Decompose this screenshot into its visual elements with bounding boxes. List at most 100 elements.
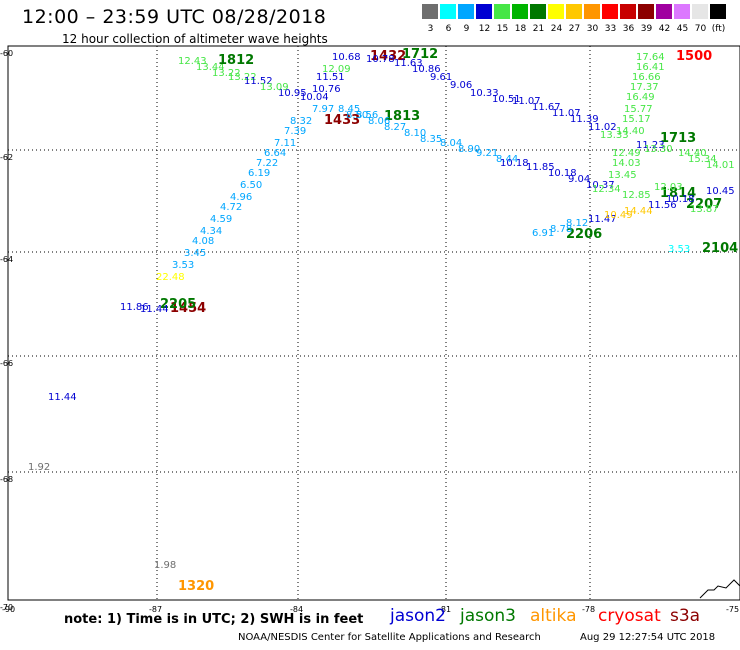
legend-label: 27 xyxy=(568,24,581,34)
wave-height-label: 15.34 xyxy=(688,154,717,165)
wave-height-label: 10.18 xyxy=(500,158,529,169)
legend-label: 9 xyxy=(463,24,470,34)
wave-height-label: 7.22 xyxy=(256,158,278,169)
legend-label: 24 xyxy=(550,24,563,34)
longitude-tick-label: -81 xyxy=(438,605,451,614)
wave-height-label: 9.61 xyxy=(430,72,452,83)
wave-height-label: 4.59 xyxy=(210,214,232,225)
wave-height-label: 10.33 xyxy=(470,88,499,99)
wave-height-label: 14.40 xyxy=(616,126,645,137)
wave-height-label: 12.09 xyxy=(322,64,351,75)
wave-height-label: 8.27 xyxy=(384,122,406,133)
wave-height-label: 14.01 xyxy=(706,160,735,171)
legend-label: 70 xyxy=(694,24,707,34)
wave-height-label: 4.96 xyxy=(230,192,252,203)
longitude-tick-label: -87 xyxy=(149,605,162,614)
latitude-tick-label: -66 xyxy=(0,359,13,368)
wave-height-label: 14.03 xyxy=(612,158,641,169)
wave-height-label: 3.53 xyxy=(172,260,194,271)
wave-height-label: 10.76 xyxy=(312,84,341,95)
wave-height-label: 2205 xyxy=(160,297,196,312)
wave-height-label: 16.41 xyxy=(636,62,665,73)
legend-swatch xyxy=(440,4,457,19)
legend-label: 3 xyxy=(427,24,434,34)
wave-height-label: 1433 xyxy=(324,113,360,128)
wave-height-label: 17.64 xyxy=(636,52,665,63)
wave-height-label: 13.22 xyxy=(212,68,241,79)
wave-height-label: 11.44 xyxy=(48,392,77,403)
wave-height-label: 11.07 xyxy=(552,108,581,119)
wave-height-label: 8.10 xyxy=(404,128,426,139)
legend-label: 6 xyxy=(445,24,452,34)
legend-label: 18 xyxy=(514,24,527,34)
wave-height-label: 13.87 xyxy=(690,204,719,215)
legend-label: 30 xyxy=(586,24,599,34)
wave-height-label: 11.02 xyxy=(588,122,617,133)
legend-swatch xyxy=(512,4,529,19)
legend-label: 33 xyxy=(604,24,617,34)
wave-height-label: 9.04 xyxy=(568,174,590,185)
legend-swatch xyxy=(674,4,691,19)
wave-height-label: 8.04 xyxy=(440,138,462,149)
longitude-tick-label: -90 xyxy=(2,605,15,614)
wave-height-label: 12.34 xyxy=(592,184,621,195)
wave-height-label: 8.56 xyxy=(356,110,378,121)
wave-height-label: 8.32 xyxy=(290,116,312,127)
wave-height-label: 1500 xyxy=(676,49,712,64)
latitude-tick-label: -68 xyxy=(0,475,13,484)
wave-height-label: 15.77 xyxy=(624,104,653,115)
footer-note: note: 1) Time is in UTC; 2) SWH is in fe… xyxy=(64,612,364,627)
wave-height-label: 1.98 xyxy=(154,560,176,571)
satellite-name: cryosat xyxy=(598,606,661,626)
legend-swatch xyxy=(656,4,673,19)
wave-height-label: 10.04 xyxy=(300,92,329,103)
legend-label: 12 xyxy=(478,24,491,34)
wave-height-label: 10.51 xyxy=(492,94,521,105)
wave-height-label: 13.44 xyxy=(196,62,225,73)
wave-height-label: 6.19 xyxy=(248,168,270,179)
wave-height-label: 11.85 xyxy=(526,162,555,173)
coastline xyxy=(699,579,740,599)
wave-height-label: 6.64 xyxy=(264,148,286,159)
wave-height-label: 11.47 xyxy=(588,214,617,225)
wave-height-label: 10.18 xyxy=(666,194,695,205)
wave-height-label: 14.40 xyxy=(678,148,707,159)
legend-swatch xyxy=(638,4,655,19)
wave-height-label: 12.49 xyxy=(612,148,641,159)
axis-labels: -90 -87 -84 -81 -78 -75 -60 -62 -64 -66 -68 -70 xyxy=(0,49,739,614)
wave-height-label: 12.85 xyxy=(622,190,651,201)
wave-height-label: 22.48 xyxy=(156,272,185,283)
credit-line: NOAA/NESDIS Center for Satellite Applica… xyxy=(238,632,541,643)
legend-label: 36 xyxy=(622,24,635,34)
wave-height-label: 11.23 xyxy=(636,140,665,151)
legend-swatch xyxy=(620,4,637,19)
wave-height-label: 7.11 xyxy=(274,138,296,149)
wave-height-label: 2104 xyxy=(702,241,738,256)
wave-height-label: 7.39 xyxy=(284,126,306,137)
legend-swatch xyxy=(692,4,709,19)
legend-swatch xyxy=(422,4,439,19)
legend-swatch xyxy=(476,4,493,19)
wave-height-label: 1814 xyxy=(660,186,696,201)
legend-label: 21 xyxy=(532,24,545,34)
legend-label: 39 xyxy=(640,24,653,34)
wave-height-label: 14.44 xyxy=(624,206,653,217)
legend-swatch xyxy=(602,4,619,19)
wave-height-label: 1320 xyxy=(178,579,214,594)
wave-height-label: 4.72 xyxy=(220,202,242,213)
wave-height-label: 13.30 xyxy=(644,144,673,155)
wave-height-label: 10.37 xyxy=(586,180,615,191)
wave-height-label: 8.06 xyxy=(368,116,390,127)
wave-height-label: 11.67 xyxy=(532,102,561,113)
legend-label: 42 xyxy=(658,24,671,34)
satellite-name: s3a xyxy=(670,606,701,626)
wave-height-label: 15.17 xyxy=(622,114,651,125)
wave-height-label: 10.49 xyxy=(604,210,633,221)
wave-height-label: 4.34 xyxy=(200,226,222,237)
legend-swatch xyxy=(530,4,547,19)
wave-height-label: 1713 xyxy=(660,131,696,146)
wave-height-label: 11.56 xyxy=(648,200,677,211)
wave-height-label: 1432 xyxy=(370,49,406,64)
legend-swatch xyxy=(458,4,475,19)
